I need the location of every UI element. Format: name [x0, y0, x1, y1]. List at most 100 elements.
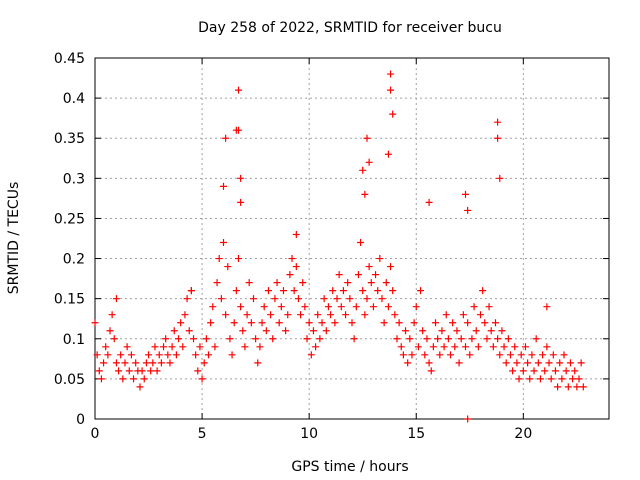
data-point — [108, 311, 116, 319]
data-point — [571, 367, 579, 375]
y-tick-label: 0.1 — [63, 332, 85, 348]
x-tick-label: 5 — [198, 426, 207, 442]
data-point — [487, 327, 495, 335]
data-point — [438, 327, 446, 335]
data-point — [97, 375, 105, 383]
data-point — [312, 343, 320, 351]
data-point — [267, 311, 275, 319]
data-point — [228, 351, 236, 359]
data-point — [220, 182, 227, 190]
data-point — [262, 327, 270, 335]
data-point — [556, 359, 564, 367]
data-point — [498, 327, 506, 335]
data-point — [468, 335, 476, 343]
data-point — [234, 126, 242, 134]
data-point — [575, 375, 583, 383]
data-point — [222, 311, 230, 319]
data-point — [532, 335, 540, 343]
data-point — [222, 134, 230, 142]
grid-lines — [95, 58, 609, 419]
data-point — [211, 343, 219, 351]
data-point — [273, 279, 281, 287]
data-point — [217, 295, 225, 303]
data-point — [551, 367, 559, 375]
data-point — [543, 343, 551, 351]
data-point — [93, 351, 101, 359]
data-point — [352, 303, 360, 311]
data-point — [547, 375, 555, 383]
data-point — [153, 367, 161, 375]
data-point — [410, 319, 418, 327]
data-point — [372, 271, 380, 279]
data-point — [417, 287, 425, 295]
data-point — [175, 335, 183, 343]
data-point — [322, 327, 330, 335]
data-point — [286, 271, 294, 279]
data-point — [320, 295, 328, 303]
data-point — [539, 351, 547, 359]
data-point — [112, 295, 120, 303]
data-point — [513, 359, 521, 367]
data-point — [207, 319, 215, 327]
data-point — [166, 359, 174, 367]
data-point — [419, 327, 427, 335]
data-point — [179, 343, 187, 351]
data-point — [249, 295, 257, 303]
data-point — [479, 287, 487, 295]
data-point — [536, 375, 544, 383]
data-point — [247, 319, 255, 327]
data-point — [517, 351, 525, 359]
data-point — [363, 295, 371, 303]
data-point — [511, 343, 519, 351]
data-point — [404, 359, 412, 367]
y-tick-label: 0.4 — [63, 91, 85, 107]
data-point — [237, 174, 245, 182]
data-point — [357, 239, 365, 247]
data-point — [264, 287, 272, 295]
data-point — [149, 359, 157, 367]
data-point — [545, 359, 553, 367]
data-point — [436, 351, 444, 359]
data-point — [429, 343, 437, 351]
data-point — [509, 367, 517, 375]
data-point — [215, 255, 223, 263]
data-point — [95, 367, 103, 375]
data-point — [350, 335, 358, 343]
data-point — [292, 230, 300, 238]
data-point — [194, 367, 202, 375]
data-point — [132, 359, 140, 367]
data-point — [387, 86, 395, 94]
data-point — [234, 255, 242, 263]
data-point — [205, 351, 213, 359]
data-point — [558, 375, 566, 383]
data-point — [318, 319, 326, 327]
data-point — [502, 359, 510, 367]
data-point — [151, 343, 159, 351]
data-point — [190, 335, 198, 343]
y-tick-label: 0.2 — [63, 252, 85, 268]
data-point — [359, 287, 367, 295]
data-point — [363, 134, 371, 142]
data-point — [466, 351, 474, 359]
data-point — [172, 351, 180, 359]
data-point — [333, 295, 341, 303]
data-point — [455, 359, 463, 367]
data-point — [164, 351, 172, 359]
data-point — [393, 335, 401, 343]
data-point — [485, 303, 493, 311]
data-point — [168, 343, 176, 351]
data-point — [239, 327, 247, 335]
data-point — [123, 343, 131, 351]
data-point — [387, 70, 395, 78]
data-point — [181, 311, 189, 319]
data-point — [269, 335, 277, 343]
data-point — [130, 375, 138, 383]
data-point — [110, 335, 118, 343]
data-point — [474, 343, 482, 351]
data-point — [209, 303, 217, 311]
data-point — [425, 359, 433, 367]
data-point — [462, 343, 470, 351]
data-point — [160, 343, 168, 351]
data-point — [444, 335, 452, 343]
data-point — [202, 335, 210, 343]
